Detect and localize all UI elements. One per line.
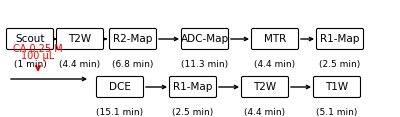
FancyBboxPatch shape — [170, 77, 216, 97]
Text: (11.3 min): (11.3 min) — [182, 60, 228, 69]
FancyBboxPatch shape — [110, 29, 156, 49]
Text: (4.4 min): (4.4 min) — [254, 60, 296, 69]
Text: (2.5 min): (2.5 min) — [172, 108, 214, 117]
Text: T2W: T2W — [254, 82, 276, 92]
Text: R1-Map: R1-Map — [173, 82, 213, 92]
Text: MTR: MTR — [264, 34, 286, 44]
FancyBboxPatch shape — [314, 77, 360, 97]
Text: T2W: T2W — [68, 34, 92, 44]
FancyBboxPatch shape — [56, 29, 104, 49]
Text: ADC-Map: ADC-Map — [181, 34, 229, 44]
Text: R2-Map: R2-Map — [113, 34, 153, 44]
Text: (4.4 min): (4.4 min) — [244, 108, 286, 117]
FancyBboxPatch shape — [96, 77, 144, 97]
FancyBboxPatch shape — [316, 29, 364, 49]
Text: CA 0.25 M: CA 0.25 M — [13, 44, 63, 54]
Text: (5.1 min): (5.1 min) — [316, 108, 358, 117]
FancyBboxPatch shape — [242, 77, 288, 97]
Text: (6.8 min): (6.8 min) — [112, 60, 154, 69]
Text: (4.4 min): (4.4 min) — [60, 60, 100, 69]
FancyBboxPatch shape — [6, 29, 54, 49]
Text: T1W: T1W — [326, 82, 348, 92]
Text: (15.1 min): (15.1 min) — [96, 108, 144, 117]
Text: (2.5 min): (2.5 min) — [319, 60, 361, 69]
FancyBboxPatch shape — [252, 29, 298, 49]
Text: 100 μL: 100 μL — [21, 51, 55, 61]
Text: DCE: DCE — [109, 82, 131, 92]
Text: (1 min): (1 min) — [14, 60, 46, 69]
FancyBboxPatch shape — [182, 29, 228, 49]
Text: Scout: Scout — [15, 34, 45, 44]
Text: R1-Map: R1-Map — [320, 34, 360, 44]
